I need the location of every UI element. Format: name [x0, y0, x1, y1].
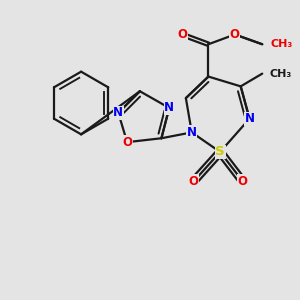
Text: N: N [113, 106, 123, 119]
Text: CH₃: CH₃ [270, 39, 292, 49]
Text: O: O [177, 28, 187, 41]
Text: O: O [122, 136, 132, 149]
Text: N: N [187, 126, 197, 139]
Text: N: N [244, 112, 254, 125]
Text: CH₃: CH₃ [269, 69, 291, 79]
Text: N: N [164, 101, 174, 114]
Text: O: O [238, 175, 248, 188]
Text: S: S [215, 146, 225, 158]
Text: O: O [230, 28, 240, 41]
Text: O: O [189, 175, 199, 188]
